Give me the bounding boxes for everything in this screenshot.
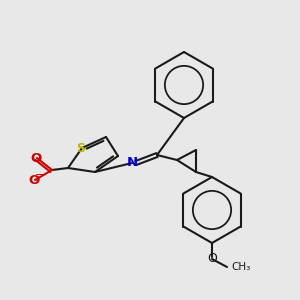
Text: N: N (126, 157, 138, 169)
Text: O: O (28, 173, 40, 187)
Text: O: O (30, 152, 42, 164)
Text: O: O (207, 253, 217, 266)
Text: −: − (35, 170, 45, 180)
Text: CH₃: CH₃ (231, 262, 250, 272)
Text: S: S (76, 142, 85, 154)
